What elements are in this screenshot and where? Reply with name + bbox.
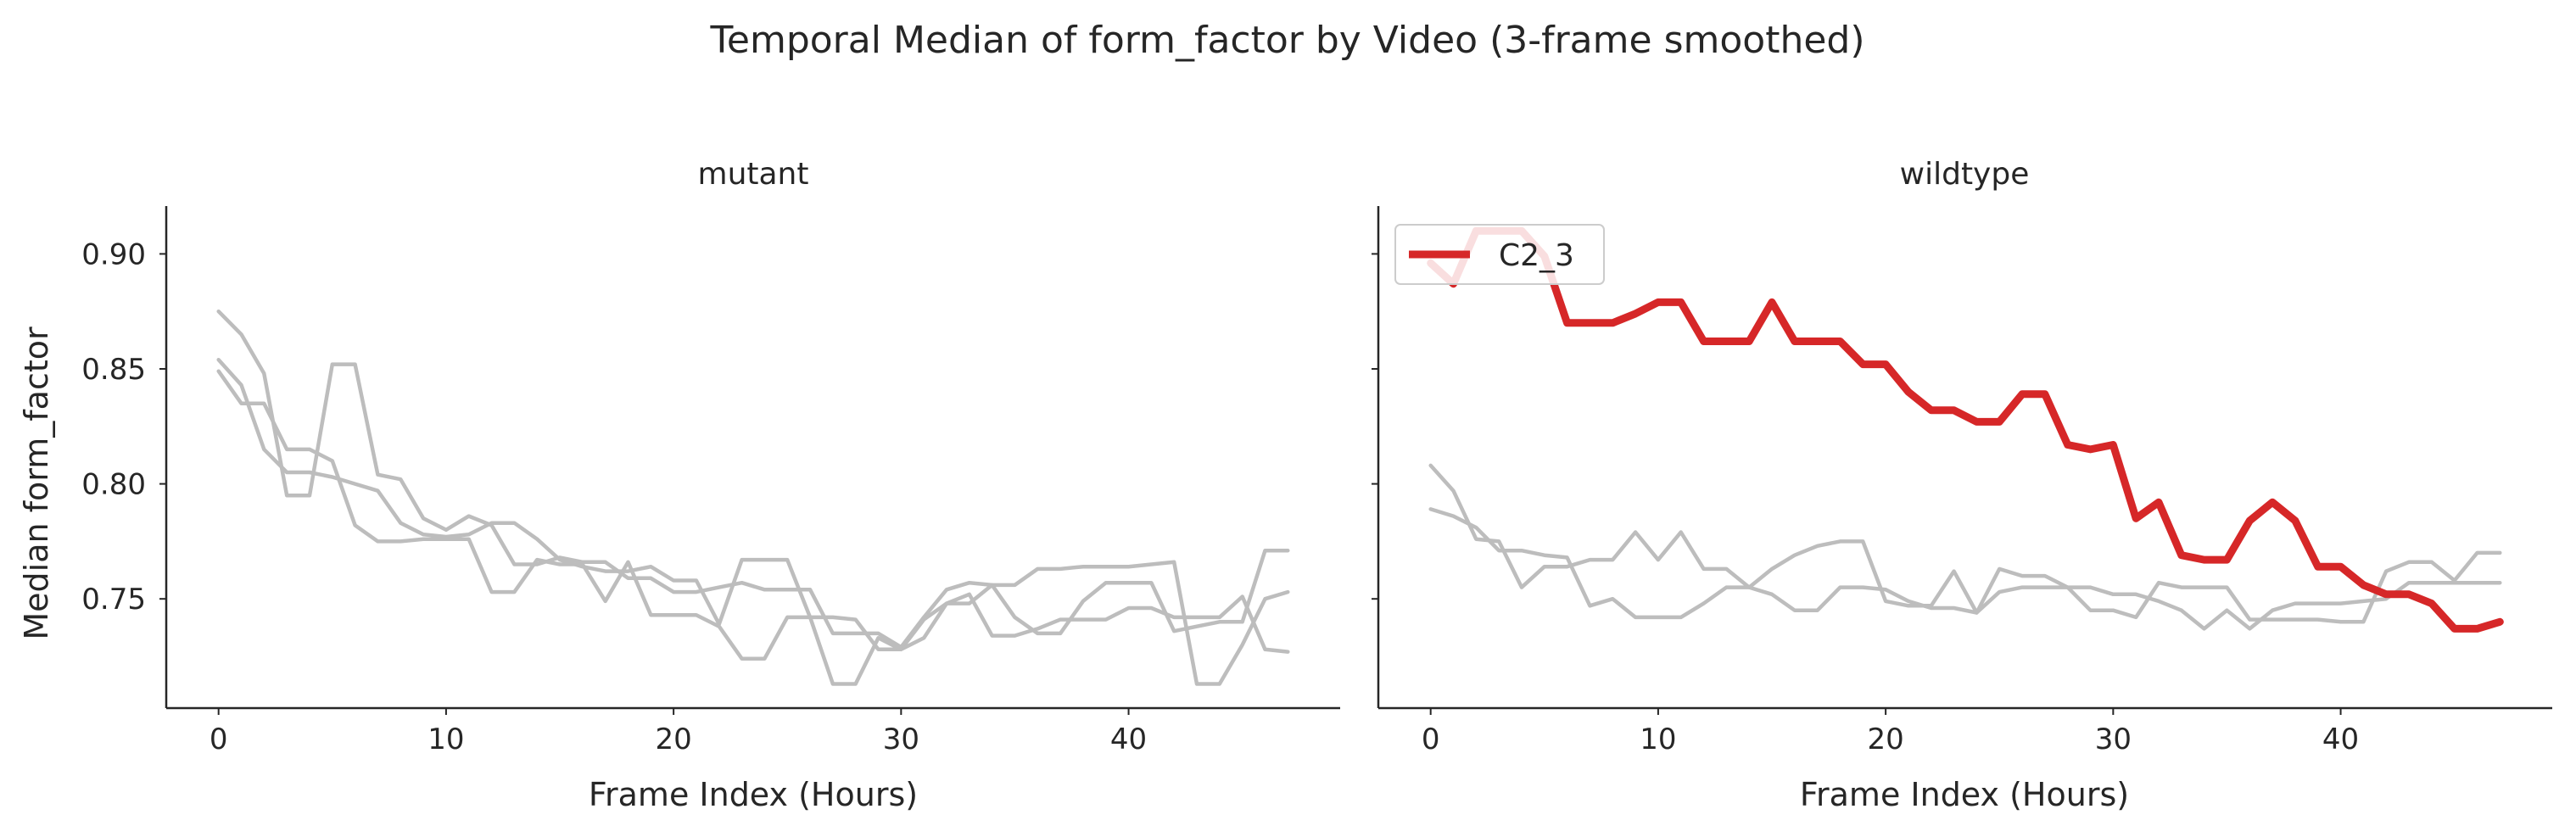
y-tick-label: 0.75 bbox=[81, 583, 146, 617]
legend-box bbox=[1394, 224, 1605, 285]
x-tick-label: 0 bbox=[210, 723, 228, 756]
facet-title-wildtype: wildtype bbox=[1900, 157, 2030, 192]
x-tick-label: 40 bbox=[2322, 723, 2359, 756]
panel-wildtype: wildtype Frame Index (Hours) 0 10 20 30 40 C2… bbox=[1372, 157, 2552, 813]
chart-title: Temporal Median of form_factor by Video … bbox=[710, 19, 1865, 62]
legend: C2_3 bbox=[1394, 224, 1605, 285]
y-tick-label: 0.90 bbox=[81, 237, 146, 271]
panel-mutant: mutant Frame Index (Hours) Median form_f… bbox=[18, 157, 1340, 813]
series-line bbox=[1428, 463, 2502, 624]
y-axis-label: Median form_factor bbox=[18, 326, 55, 640]
x-tick-label: 20 bbox=[655, 723, 691, 756]
x-tick-label: 0 bbox=[1422, 723, 1440, 756]
x-tick-label: 40 bbox=[1110, 723, 1147, 756]
y-tick-label: 0.80 bbox=[81, 468, 146, 502]
series-line bbox=[216, 357, 1290, 654]
series-line bbox=[216, 369, 1290, 686]
series-line bbox=[1428, 507, 2502, 631]
x-tick-label: 10 bbox=[427, 723, 464, 756]
x-axis-label-mutant: Frame Index (Hours) bbox=[589, 776, 918, 813]
y-tick-label: 0.85 bbox=[81, 353, 146, 387]
legend-label: C2_3 bbox=[1499, 238, 1574, 273]
x-axis-label-wildtype: Frame Index (Hours) bbox=[1800, 776, 2129, 813]
x-tick-label: 30 bbox=[883, 723, 919, 756]
x-tick-label: 30 bbox=[2095, 723, 2132, 756]
series-line bbox=[216, 309, 1290, 686]
x-tick-label: 20 bbox=[1867, 723, 1903, 756]
series-line-highlight bbox=[1427, 226, 2504, 633]
x-tick-label: 10 bbox=[1640, 723, 1676, 756]
facet-title-mutant: mutant bbox=[698, 157, 809, 192]
